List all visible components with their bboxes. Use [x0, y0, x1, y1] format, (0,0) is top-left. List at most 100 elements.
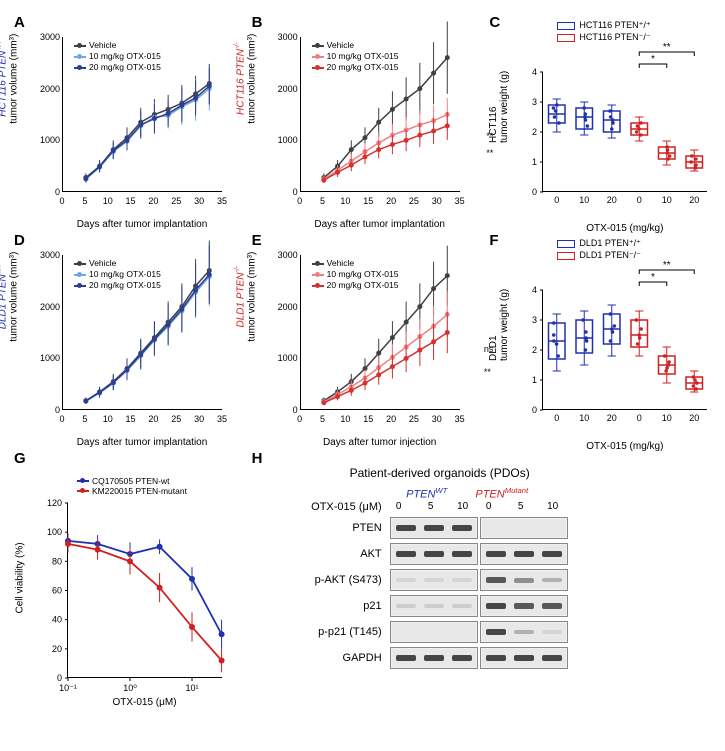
svg-text:20: 20 [607, 413, 617, 423]
xtick: 0 [59, 414, 64, 424]
wb-protein-label: p-AKT (S473) [300, 574, 390, 586]
xtick: 30 [432, 196, 442, 206]
panel-g: G Cell viability (%) 02040608010012010⁻¹… [12, 448, 238, 728]
wb-protein-label: GAPDH [300, 652, 390, 664]
pe-yls: -/- [234, 266, 241, 273]
svg-text:0: 0 [555, 195, 560, 205]
ytick: 1000 [278, 353, 298, 363]
svg-text:1: 1 [532, 375, 537, 385]
panel-c-boxplot: 012340102001020*** [543, 72, 708, 192]
legend-mark [74, 56, 86, 58]
xtick: 10 [340, 414, 350, 424]
xtick: 10 [340, 196, 350, 206]
wb-protein-label: p-p21 (T145) [300, 626, 390, 638]
panel-c: C HCT116 PTEN⁺/⁺ HCT116 PTEN⁻/⁻ HCT116 t… [487, 12, 713, 222]
svg-text:4: 4 [532, 67, 537, 77]
wb-half-wt [390, 647, 478, 669]
xtick: 15 [363, 196, 373, 206]
box-legend-label: HCT116 PTEN⁻/⁻ [579, 32, 650, 43]
legend-mark [312, 56, 324, 58]
box-legend-item: HCT116 PTEN⁺/⁺ [557, 20, 650, 31]
panel-g-legend: CQ170505 PTEN-wt KM220015 PTEN-mutant [77, 476, 187, 496]
panel-f-ylabel: DLD1 tumor weight (g) [488, 289, 510, 361]
wb-h1s: WT [435, 486, 447, 495]
legend-label: 10 mg/kg OTX-015 [89, 51, 161, 62]
ytick: 2000 [40, 84, 60, 94]
wb-bands [390, 569, 568, 591]
legend-item: Vehicle [74, 258, 161, 269]
wb-band [510, 597, 538, 615]
wb-row: PTEN [300, 517, 580, 539]
wb-band [420, 519, 448, 537]
svg-text:60: 60 [52, 586, 62, 596]
legend-item: 10 mg/kg OTX-015 [312, 269, 399, 280]
panel-f-boxplot: 012340102001020*** [543, 290, 708, 410]
svg-text:3: 3 [532, 315, 537, 325]
panel-g-xlabel: OTX-015 (μM) [67, 697, 222, 708]
panel-e-ylabel: DLD1 PTEN-/- tumor volume (mm³) [234, 252, 257, 342]
legend-label: 10 mg/kg OTX-015 [327, 269, 399, 280]
wb-half-wt [390, 621, 478, 643]
xtick: 5 [320, 414, 325, 424]
svg-text:0: 0 [57, 673, 62, 683]
xtick: 10 [103, 196, 113, 206]
wb-h2s: Mutant [505, 486, 529, 495]
legend-mark [312, 274, 324, 276]
ytick: 2000 [278, 302, 298, 312]
xtick: 35 [217, 414, 227, 424]
wb-half-wt [390, 517, 478, 539]
svg-text:10: 10 [580, 413, 590, 423]
legend-item: CQ170505 PTEN-wt [77, 476, 187, 486]
wb-half-mut [480, 569, 568, 591]
wb-band [392, 571, 420, 589]
xtick: 20 [148, 414, 158, 424]
legend-mark [77, 490, 89, 492]
wb-band [482, 519, 510, 537]
legend-item: Vehicle [312, 258, 399, 269]
wb-conc: 10 [544, 501, 562, 512]
xtick: 5 [82, 196, 87, 206]
svg-text:3: 3 [532, 97, 537, 107]
ytick: 0 [278, 405, 298, 415]
wb-protein-label: p21 [300, 600, 390, 612]
legend-mark [312, 263, 324, 265]
svg-text:20: 20 [690, 413, 700, 423]
svg-text:*: * [651, 272, 655, 283]
legend-item: 20 mg/kg OTX-015 [74, 280, 161, 291]
wb-band [392, 519, 420, 537]
wb-conc: 0 [390, 501, 408, 512]
svg-text:20: 20 [690, 195, 700, 205]
pc-yl: HCT116 tumor weight (g) [488, 71, 510, 143]
ytick: 0 [278, 187, 298, 197]
legend-label: Vehicle [327, 258, 354, 269]
ytick: 0 [40, 405, 60, 415]
panel-d-label: D [14, 232, 25, 249]
legend-label: KM220015 PTEN-mutant [92, 486, 187, 496]
panel-g-label: G [14, 450, 26, 467]
legend-item: 20 mg/kg OTX-015 [312, 62, 399, 73]
pb-yl2: tumor volume (mm³) [246, 34, 257, 124]
wb-bands [390, 543, 568, 565]
wb-band [392, 649, 420, 667]
wb-h2t: PTEN [475, 489, 504, 501]
ytick: 2000 [40, 302, 60, 312]
panel-c-label: C [489, 14, 500, 31]
svg-text:**: ** [663, 260, 671, 271]
panel-a: A HCT116 PTEN+/+ tumor volume (mm³) Vehi… [12, 12, 238, 222]
xtick: 20 [386, 196, 396, 206]
xtick: 35 [217, 196, 227, 206]
box-legend-sq [557, 34, 575, 42]
xtick: 20 [386, 414, 396, 424]
svg-text:10⁻¹: 10⁻¹ [59, 683, 77, 693]
wb-band [420, 571, 448, 589]
svg-text:0: 0 [532, 187, 537, 197]
panel-a-ylabel: HCT116 PTEN+/+ tumor volume (mm³) [0, 34, 20, 124]
legend-mark [77, 480, 89, 482]
panel-h: H Patient-derived organoids (PDOs) PTENW… [250, 448, 713, 728]
wb-band [538, 571, 566, 589]
box-legend-label: HCT116 PTEN⁺/⁺ [579, 20, 650, 31]
legend-item: 20 mg/kg OTX-015 [312, 280, 399, 291]
panel-g-chart: 02040608010012010⁻¹10⁰10¹ [67, 503, 222, 678]
ytick: 1000 [278, 135, 298, 145]
wb-band [448, 597, 476, 615]
